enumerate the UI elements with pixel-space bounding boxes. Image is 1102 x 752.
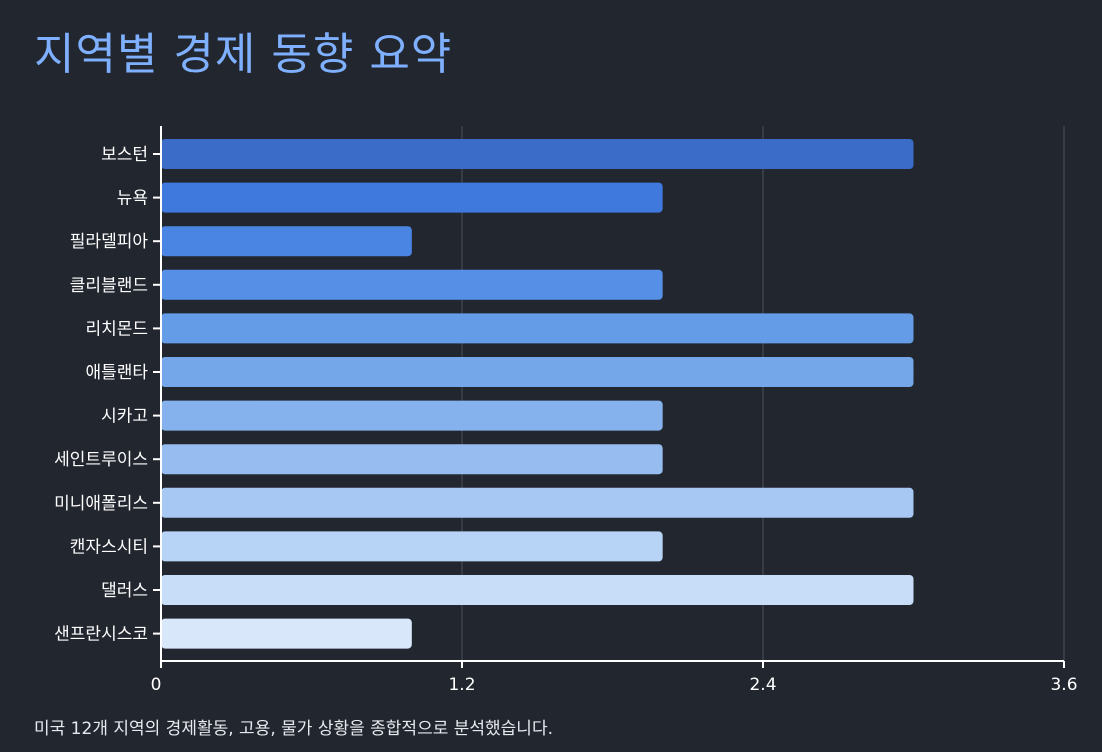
y-tick-label: 뉴욕 (117, 189, 148, 209)
grid-lines (461, 126, 1065, 661)
bar (161, 182, 663, 213)
y-tick-label: 댈러스 (101, 581, 148, 601)
y-tick-label: 리치몬드 (85, 319, 148, 339)
axes (153, 126, 1065, 668)
bar (161, 444, 663, 475)
y-tick-label: 클리블랜드 (70, 276, 148, 296)
bar (161, 269, 663, 300)
x-tick-label: 1.2 (448, 675, 475, 695)
y-tick-label: 필라델피아 (70, 232, 149, 252)
y-tick-label: 보스턴 (101, 145, 148, 165)
y-tick-label: 애틀랜타 (85, 363, 148, 383)
tick-labels: 0 1.2 2.4 3.6 보스턴뉴욕필라델피아클리블랜드리치몬드애틀랜타시카고세인트루… (54, 145, 1077, 695)
x-tick-label: 0 (151, 675, 162, 695)
chart-title: 지역별 경제 동향 요약 (34, 29, 453, 80)
x-tick-label: 2.4 (749, 675, 776, 695)
bar (161, 226, 412, 257)
bar (161, 487, 914, 518)
x-tick-label: 3.6 (1050, 675, 1077, 695)
bars (161, 139, 914, 649)
bar (161, 531, 663, 562)
y-tick-label: 시카고 (101, 407, 148, 427)
chart-footnote: 미국 12개 지역의 경제활동, 고용, 물가 상황을 종합적으로 분석했습니다… (34, 719, 553, 739)
y-tick-label: 캔자스시티 (70, 537, 148, 557)
bar (161, 313, 914, 344)
bar (161, 575, 914, 605)
y-tick-label: 세인트루이스 (54, 450, 148, 470)
y-tick-label: 미니애폴리스 (54, 494, 148, 514)
bar (161, 400, 663, 431)
bar (161, 618, 412, 649)
y-tick-label: 샌프란시스코 (54, 625, 148, 645)
bar (161, 357, 914, 387)
bar (161, 139, 914, 169)
